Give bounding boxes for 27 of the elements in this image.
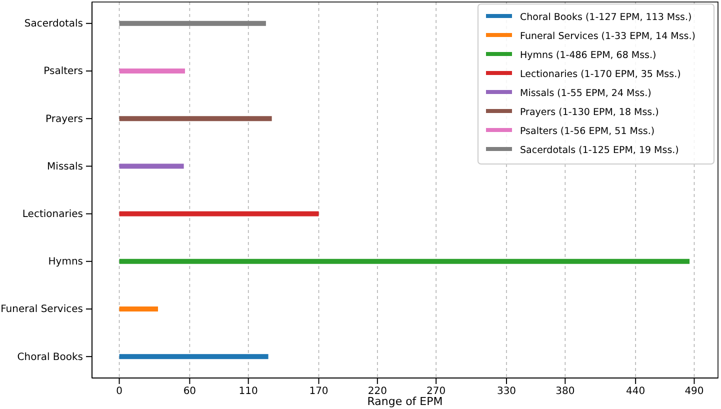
legend-label: Prayers (1-130 EPM, 18 Mss.) [520, 107, 659, 118]
y-tick-label: Missals [47, 161, 83, 172]
legend-label: Lectionaries (1-170 EPM, 35 Mss.) [520, 69, 681, 80]
x-axis-title: Range of EPM [367, 395, 443, 408]
y-tick-label: Hymns [48, 256, 83, 268]
x-tick-label: 110 [238, 386, 258, 398]
x-tick-label: 380 [556, 386, 575, 398]
y-tick-label: Lectionaries [22, 208, 83, 220]
legend-label: Funeral Services (1-33 EPM, 14 Mss.) [520, 31, 696, 42]
x-tick-label: 220 [368, 386, 387, 398]
y-tick-label: Sacerdotals [24, 18, 83, 30]
legend-label: Hymns (1-486 EPM, 68 Mss.) [520, 50, 656, 61]
y-tick-label: Choral Books [17, 352, 83, 363]
x-tick-label: 0 [116, 386, 122, 398]
y-tick-label: Prayers [46, 114, 83, 125]
x-tick-label: 330 [496, 386, 516, 398]
legend-label: Choral Books (1-127 EPM, 113 Mss.) [520, 12, 692, 23]
legend-label: Missals (1-55 EPM, 24 Mss.) [520, 88, 652, 99]
x-tick-label: 170 [309, 386, 328, 398]
legend-label: Sacerdotals (1-125 EPM, 19 Mss.) [520, 145, 679, 156]
x-tick-label: 440 [626, 386, 646, 398]
x-tick-label: 60 [183, 386, 196, 398]
x-tick-label: 490 [684, 386, 704, 398]
x-tick-label: 270 [426, 386, 446, 398]
y-tick-label: Funeral Services [0, 304, 83, 316]
legend-label: Psalters (1-56 EPM, 51 Mss.) [520, 126, 655, 137]
y-tick-label: Psalters [44, 66, 83, 78]
